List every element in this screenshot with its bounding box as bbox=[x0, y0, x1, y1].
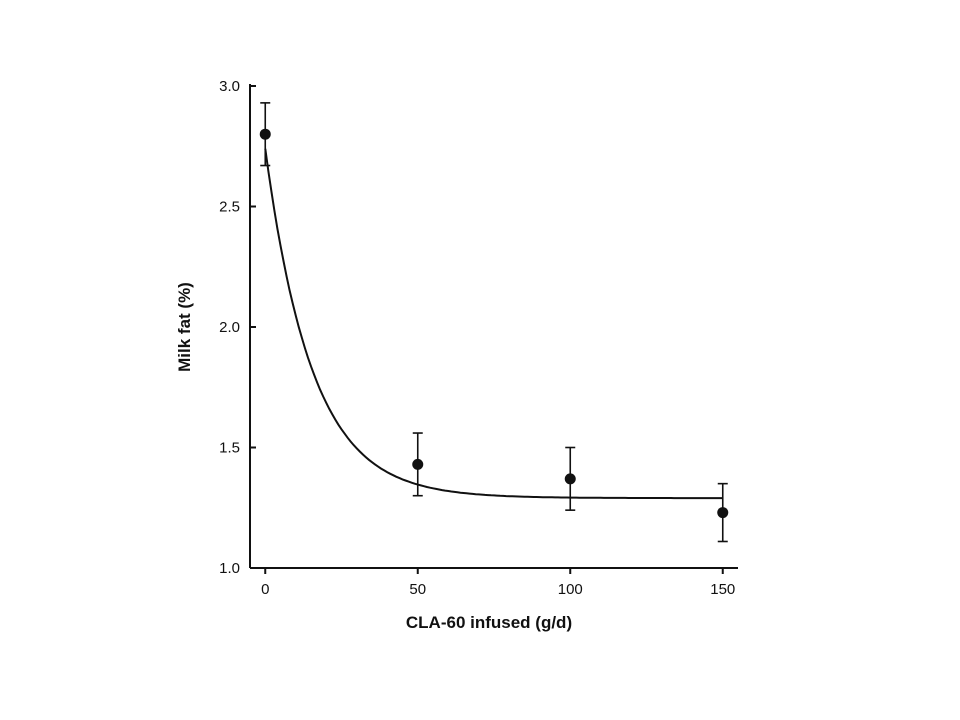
y-ticks: 1.0 1.5 2.0 2.5 3.0 bbox=[219, 78, 256, 577]
fit-curve bbox=[264, 148, 723, 500]
data-point bbox=[412, 458, 424, 470]
x-tick-label: 150 bbox=[710, 581, 735, 598]
data-point-group bbox=[564, 446, 576, 511]
x-tick-label: 0 bbox=[261, 581, 269, 598]
x-ticks: 0 50 100 150 bbox=[261, 568, 735, 598]
x-axis-title: CLA-60 infused (g/d) bbox=[406, 613, 572, 632]
y-tick-label: 2.5 bbox=[219, 199, 240, 216]
plot-area: 1.0 1.5 2.0 2.5 3.0 0 50 100 150 bbox=[219, 78, 738, 598]
y-tick-label: 1.0 bbox=[219, 560, 240, 577]
data-point-group bbox=[717, 482, 729, 543]
data-points bbox=[259, 102, 729, 543]
data-point bbox=[564, 473, 576, 485]
y-tick-label: 3.0 bbox=[219, 78, 240, 95]
data-point bbox=[259, 128, 271, 140]
y-tick-label: 1.5 bbox=[219, 440, 240, 457]
x-tick-label: 100 bbox=[558, 581, 583, 598]
y-tick-label: 2.0 bbox=[219, 319, 240, 336]
data-point-group bbox=[259, 102, 271, 167]
data-point bbox=[717, 507, 729, 519]
y-axis-title: Milk fat (%) bbox=[175, 282, 194, 372]
x-tick-label: 50 bbox=[409, 581, 426, 598]
data-point-group bbox=[412, 432, 424, 497]
